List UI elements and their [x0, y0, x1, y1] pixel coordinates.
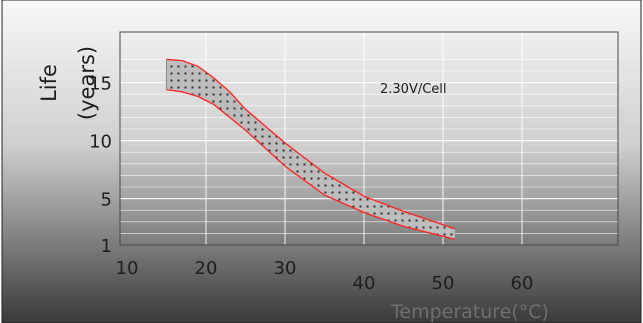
x-tick-label: 40 [353, 273, 376, 294]
grid-lines [119, 31, 619, 246]
y-tick-label: 5 [101, 190, 112, 211]
series-line-upper [166, 58, 456, 230]
series-line-lower [166, 88, 456, 240]
life-band [166, 58, 456, 240]
y-tick-label: 10 [89, 132, 112, 153]
y-axis-label-line2: (years) [75, 46, 99, 120]
x-tick-label: 50 [432, 273, 455, 294]
x-tick-label: 30 [274, 258, 297, 279]
band-fill [166, 59, 455, 240]
x-axis-label: Temperature(°C) [390, 301, 549, 323]
x-tick-label: 60 [511, 273, 534, 294]
x-tick-label: 10 [116, 258, 139, 279]
annotation-label: 2.30V/Cell [380, 82, 447, 97]
y-axis-label-line1: Life [37, 64, 61, 102]
y-tick-label: 1 [101, 236, 112, 257]
y-tick-label: 15 [89, 74, 112, 95]
plot-frame [119, 31, 619, 246]
x-tick-label: 20 [195, 258, 218, 279]
